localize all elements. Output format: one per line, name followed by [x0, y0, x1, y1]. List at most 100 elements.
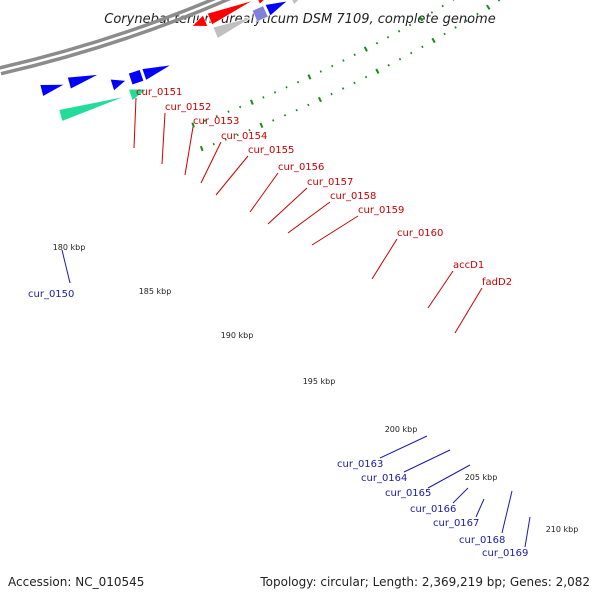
- tick-mark: [386, 36, 390, 39]
- kbp-label: 200 kbp: [385, 425, 418, 434]
- tick-mark: [296, 80, 300, 84]
- kbp-label: 210 kbp: [546, 525, 579, 534]
- tick-mark: [295, 108, 298, 112]
- gene-arrow: [58, 96, 126, 122]
- tick-marks: [191, 0, 501, 152]
- tick-mark: [273, 91, 277, 94]
- gene-label: cur_0153: [193, 116, 239, 127]
- backbone-line: [0, 0, 231, 76]
- gene-labels: cur_0151 cur_0152 cur_0153 cur_0154 cur_0155…: [28, 87, 531, 559]
- tick-mark: [283, 114, 287, 117]
- kbp-label: 195 kbp: [303, 377, 336, 386]
- tick-mark: [227, 110, 230, 113]
- gene-arrow: [206, 0, 254, 26]
- label-leader-line: [452, 487, 469, 504]
- gene-label: cur_0154: [221, 131, 267, 142]
- gene-arrow: [291, 0, 300, 6]
- gene-arrow: [212, 16, 253, 39]
- tick-mark: [317, 96, 322, 103]
- tick-mark: [203, 119, 207, 122]
- genome-summary-text: Topology: circular; Length: 2,369,219 bp…: [259, 575, 590, 589]
- gene-label: cur_0168: [459, 535, 505, 546]
- tick-mark: [421, 45, 424, 49]
- label-leader-line: [501, 490, 513, 534]
- gene-label: cur_0151: [136, 87, 182, 98]
- label-leader-line: [287, 201, 331, 234]
- label-leader-line: [371, 238, 398, 280]
- gene-arrow: [191, 14, 209, 27]
- gene-label: fadD2: [482, 277, 512, 288]
- gene-label: cur_0157: [307, 177, 353, 188]
- label-leader-line: [267, 187, 308, 225]
- tick-mark: [307, 103, 310, 107]
- label-leader-line: [379, 435, 428, 459]
- gene-label: cur_0158: [330, 191, 376, 202]
- gene-label: cur_0166: [410, 504, 456, 515]
- gene-label: cur_0165: [385, 488, 431, 499]
- label-leader-line: [133, 97, 137, 149]
- label-leader-line: [524, 516, 531, 548]
- label-leader-line: [61, 249, 71, 284]
- gene-label: cur_0159: [358, 205, 404, 216]
- tick-mark: [430, 11, 434, 14]
- kbp-label: 180 kbp: [53, 243, 86, 252]
- gene-label: cur_0167: [433, 518, 479, 529]
- tick-mark: [418, 16, 424, 22]
- tick-mark: [341, 87, 345, 90]
- gene-arrow: [251, 5, 269, 22]
- tick-mark: [397, 29, 401, 33]
- label-leader-line: [475, 498, 485, 518]
- tick-mark: [239, 105, 242, 109]
- accession-text: Accession: NC_010545: [8, 575, 144, 589]
- tick-mark: [410, 51, 413, 55]
- gene-label: cur_0160: [397, 228, 443, 239]
- tick-mark: [387, 64, 390, 67]
- label-leader-line: [215, 155, 249, 196]
- tick-mark: [285, 86, 288, 89]
- gene-label: cur_0152: [165, 102, 211, 113]
- kbp-scale-labels: 180 kbp 185 kbp 190 kbp 195 kbp 200 kbp 205 k…: [53, 243, 579, 534]
- kbp-label: 185 kbp: [139, 287, 172, 296]
- gene-label: cur_0163: [337, 459, 383, 470]
- tick-mark: [330, 92, 333, 96]
- kbp-label: 205 kbp: [465, 473, 498, 482]
- gene-arrow: [141, 64, 172, 81]
- tick-mark: [330, 64, 334, 68]
- tick-mark: [443, 32, 446, 36]
- tick-mark: [272, 119, 275, 122]
- label-leader-line: [200, 141, 222, 184]
- tick-mark: [497, 0, 501, 2]
- label-leader-line: [427, 464, 471, 489]
- tick-mark: [342, 59, 345, 62]
- tick-mark: [236, 133, 239, 137]
- tick-mark: [375, 41, 379, 45]
- tick-mark: [191, 122, 195, 128]
- gene-label: cur_0156: [278, 162, 324, 173]
- genome-backbone: [0, 0, 231, 76]
- tick-mark: [307, 74, 312, 80]
- gene-arrow: [39, 84, 65, 97]
- tick-mark: [375, 68, 380, 74]
- tick-mark: [215, 115, 218, 118]
- tick-mark: [398, 57, 402, 61]
- tick-mark: [431, 37, 436, 44]
- tick-mark: [408, 23, 412, 27]
- label-leader-line: [311, 215, 359, 246]
- label-leader-line: [249, 172, 279, 213]
- label-leader-line: [454, 287, 483, 334]
- gene-arrow: [67, 74, 99, 90]
- tick-mark: [248, 129, 251, 132]
- tick-mark: [262, 96, 265, 99]
- tick-mark: [353, 81, 356, 85]
- tick-mark: [199, 145, 204, 152]
- tick-mark: [476, 12, 479, 16]
- tick-mark: [363, 46, 368, 52]
- label-leader-line: [161, 112, 166, 165]
- gene-label: cur_0150: [28, 289, 74, 300]
- tick-mark: [212, 142, 215, 146]
- tick-mark: [259, 122, 264, 128]
- gene-arrow: [128, 69, 145, 86]
- gene-label: accD1: [453, 260, 484, 271]
- gene-label: cur_0155: [248, 145, 294, 156]
